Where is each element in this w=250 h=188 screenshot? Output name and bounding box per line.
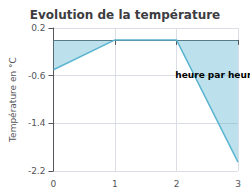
svg-text:-0.6: -0.6: [28, 71, 46, 81]
svg-text:0.2: 0.2: [31, 23, 45, 33]
svg-text:-2.2: -2.2: [28, 166, 46, 176]
svg-text:0: 0: [51, 179, 57, 188]
svg-text:heure par heure: heure par heure: [175, 70, 250, 80]
svg-text:Evolution de la température: Evolution de la température: [30, 8, 221, 22]
svg-text:-1.4: -1.4: [28, 118, 46, 128]
svg-text:Température en °C: Température en °C: [8, 57, 18, 143]
svg-text:2: 2: [174, 179, 180, 188]
svg-text:3: 3: [235, 179, 241, 188]
svg-text:1: 1: [112, 179, 118, 188]
